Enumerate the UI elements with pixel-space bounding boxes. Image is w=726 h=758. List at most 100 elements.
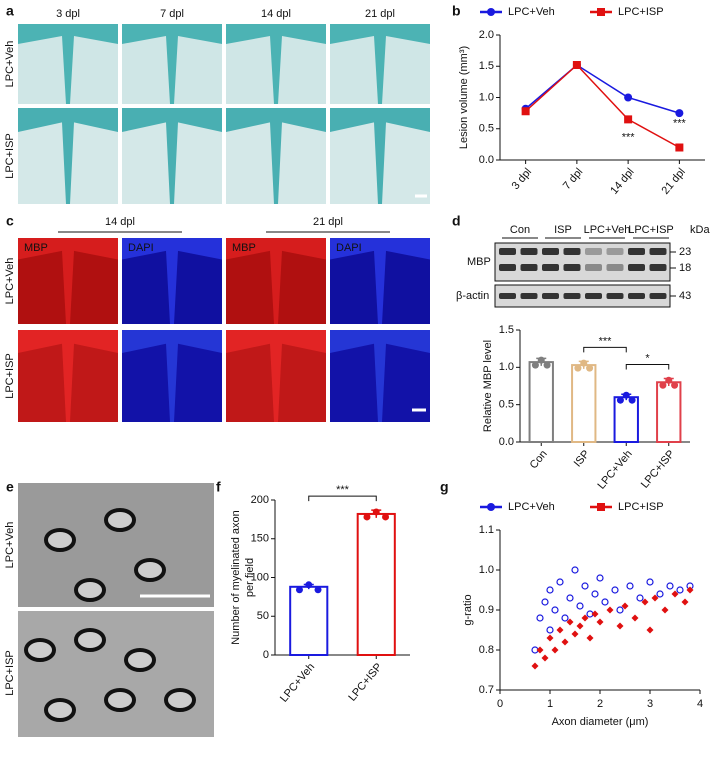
dot — [628, 396, 636, 404]
dot — [616, 396, 624, 404]
x-tick-label: 14 dpl — [608, 166, 636, 197]
band — [499, 293, 516, 299]
point — [661, 606, 669, 614]
stain-image-tissue — [226, 108, 326, 204]
fluorescence-image-tissue — [226, 238, 326, 324]
point — [546, 586, 554, 594]
point — [681, 598, 689, 606]
point — [596, 618, 604, 626]
band — [542, 293, 559, 299]
band — [628, 248, 645, 255]
bracket — [583, 346, 627, 353]
point — [641, 598, 649, 606]
point — [576, 622, 584, 630]
point — [601, 598, 609, 606]
row-label: β-actin — [456, 290, 489, 302]
legend-label: LPC+Veh — [508, 6, 555, 18]
legend-label: LPC+ISP — [618, 6, 664, 18]
band — [563, 293, 581, 299]
band — [585, 248, 602, 255]
y-tick-label: 0.0 — [499, 436, 514, 448]
y-tick-label: 0.8 — [479, 644, 494, 656]
band — [649, 293, 667, 299]
stain-image-tissue — [226, 24, 326, 104]
size-label: 43 — [679, 290, 691, 302]
y-axis-title: per field — [244, 558, 256, 597]
point — [531, 662, 539, 670]
point — [621, 602, 629, 610]
point — [646, 626, 654, 634]
panel-label: c — [6, 213, 14, 229]
band — [499, 248, 516, 255]
axon — [124, 648, 156, 672]
point — [536, 646, 544, 654]
point — [571, 630, 579, 638]
band — [499, 264, 516, 271]
y-tick-label: 0.5 — [479, 123, 494, 135]
axon — [104, 508, 136, 532]
panel-label: f — [216, 479, 221, 495]
x-tick-label: 3 dpl — [510, 166, 535, 192]
y-tick-label: 1.0 — [479, 564, 494, 576]
stain-label: DAPI — [336, 242, 362, 254]
stain-image-tissue — [18, 24, 118, 104]
y-tick-label: 1.5 — [479, 60, 494, 72]
stain-image-tissue — [122, 108, 222, 204]
significance: *** — [622, 131, 636, 143]
dot — [574, 364, 582, 372]
point — [646, 578, 654, 586]
point — [591, 610, 599, 618]
y-tick-label: 0.5 — [499, 399, 514, 411]
column-label: 21 dpl — [365, 8, 395, 20]
lane-label: LPC+ISP — [628, 224, 674, 236]
y-tick-label: 1.0 — [479, 91, 494, 103]
point — [616, 622, 624, 630]
legend-marker — [597, 503, 605, 511]
panel-label: d — [452, 213, 461, 229]
dot — [363, 513, 371, 521]
y-tick-label: 1.0 — [499, 361, 514, 373]
legend-marker — [487, 8, 495, 16]
point — [675, 109, 684, 118]
point — [571, 566, 579, 574]
band — [542, 264, 559, 271]
point — [541, 654, 549, 662]
fluorescence-image-tissue — [18, 330, 118, 422]
panel-label: b — [452, 3, 461, 19]
stain-image-tissue — [122, 24, 222, 104]
dot — [622, 391, 630, 399]
point — [624, 93, 633, 102]
point — [572, 61, 581, 69]
fluorescence-image-tissue — [122, 238, 222, 324]
fluorescence-image-tissue — [330, 238, 430, 324]
fluorescence-image-tissue — [18, 238, 118, 324]
band — [606, 293, 624, 299]
axon — [74, 578, 106, 602]
dot — [543, 361, 551, 369]
row-label: LPC+ISP — [4, 133, 16, 179]
point — [546, 634, 554, 642]
point — [606, 606, 614, 614]
size-label: 18 — [679, 262, 691, 274]
band — [520, 293, 538, 299]
band — [628, 293, 645, 299]
dot — [295, 586, 303, 594]
point — [656, 590, 664, 598]
y-tick-label: 100 — [251, 571, 269, 583]
point — [556, 626, 564, 634]
y-tick-label: 0 — [263, 649, 269, 661]
significance: * — [645, 352, 650, 364]
em-image — [18, 611, 214, 737]
point — [561, 614, 569, 622]
fluorescence-image-tissue — [330, 330, 430, 422]
column-label: 3 dpl — [56, 8, 80, 20]
point — [566, 618, 574, 626]
point — [596, 574, 604, 582]
y-tick-label: 0.0 — [479, 154, 494, 166]
point — [546, 626, 554, 634]
stain-image-tissue — [18, 108, 118, 204]
point — [591, 590, 599, 598]
x-tick-label: LPC+ISP — [346, 661, 384, 704]
axon — [44, 698, 76, 722]
